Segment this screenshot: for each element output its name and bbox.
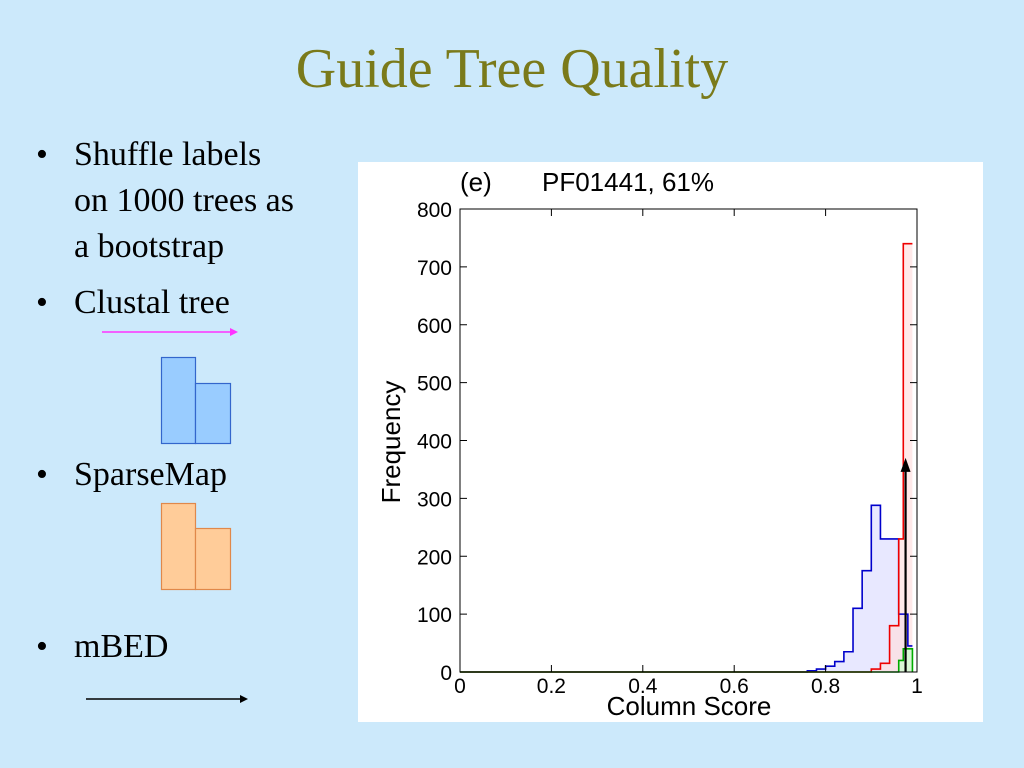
y-tick-label: 600 xyxy=(417,315,452,338)
bullet-text-line: SparseMap xyxy=(74,456,227,493)
y-tick-label: 700 xyxy=(417,257,452,280)
bullet-text-line: Shuffle labels xyxy=(74,136,262,173)
x-axis-label: Column Score xyxy=(607,691,772,721)
bullet-dot: • xyxy=(36,284,48,321)
bullet-text-line: on 1000 trees as xyxy=(74,182,295,219)
bullet-dot: • xyxy=(36,136,48,173)
y-tick-label: 400 xyxy=(417,431,452,454)
x-tick-label: 0.8 xyxy=(811,675,840,698)
marker-arrowhead xyxy=(900,457,911,472)
y-tick-label: 200 xyxy=(417,546,452,569)
clustal-arrow-icon xyxy=(102,328,238,336)
bullet-text-line: mBED xyxy=(74,628,169,665)
series-area-0 xyxy=(460,505,913,672)
chart-panel-label: (e) xyxy=(460,167,492,197)
series-line-0 xyxy=(460,504,913,673)
bullet-dot: • xyxy=(36,456,48,493)
y-tick-label: 500 xyxy=(417,373,452,396)
y-tick-label: 0 xyxy=(440,662,452,685)
y-axis-label: Frequency xyxy=(376,381,406,504)
chart-title: PF01441, 61% xyxy=(542,167,714,197)
bullet-text-line: a bootstrap xyxy=(74,228,225,265)
x-tick-label: 1 xyxy=(911,675,923,698)
sparsemap-bar-chart-icon xyxy=(160,502,232,591)
x-tick-label: 0.6 xyxy=(720,675,749,698)
series-area-1 xyxy=(460,243,913,672)
x-tick-label: 0 xyxy=(454,675,466,698)
histogram-chart: (e) PF01441, 61% Column Score Frequency … xyxy=(358,162,983,722)
series-line-1 xyxy=(460,242,913,673)
bullet-text-line: Clustal tree xyxy=(74,284,230,321)
x-tick-label: 0.2 xyxy=(537,675,566,698)
slide-title: Guide Tree Quality xyxy=(295,38,729,100)
plot-frame xyxy=(459,208,918,673)
y-tick-label: 100 xyxy=(417,604,452,627)
mbed-arrow-icon xyxy=(86,695,248,703)
x-tick-label: 0.4 xyxy=(628,675,658,698)
bullet-dot: • xyxy=(36,628,48,665)
y-tick-label: 800 xyxy=(417,199,452,222)
histogram-svg: (e) PF01441, 61% Column Score Frequency … xyxy=(376,167,923,721)
y-tick-label: 300 xyxy=(417,488,452,511)
clustal-bar-chart-icon xyxy=(160,356,232,445)
